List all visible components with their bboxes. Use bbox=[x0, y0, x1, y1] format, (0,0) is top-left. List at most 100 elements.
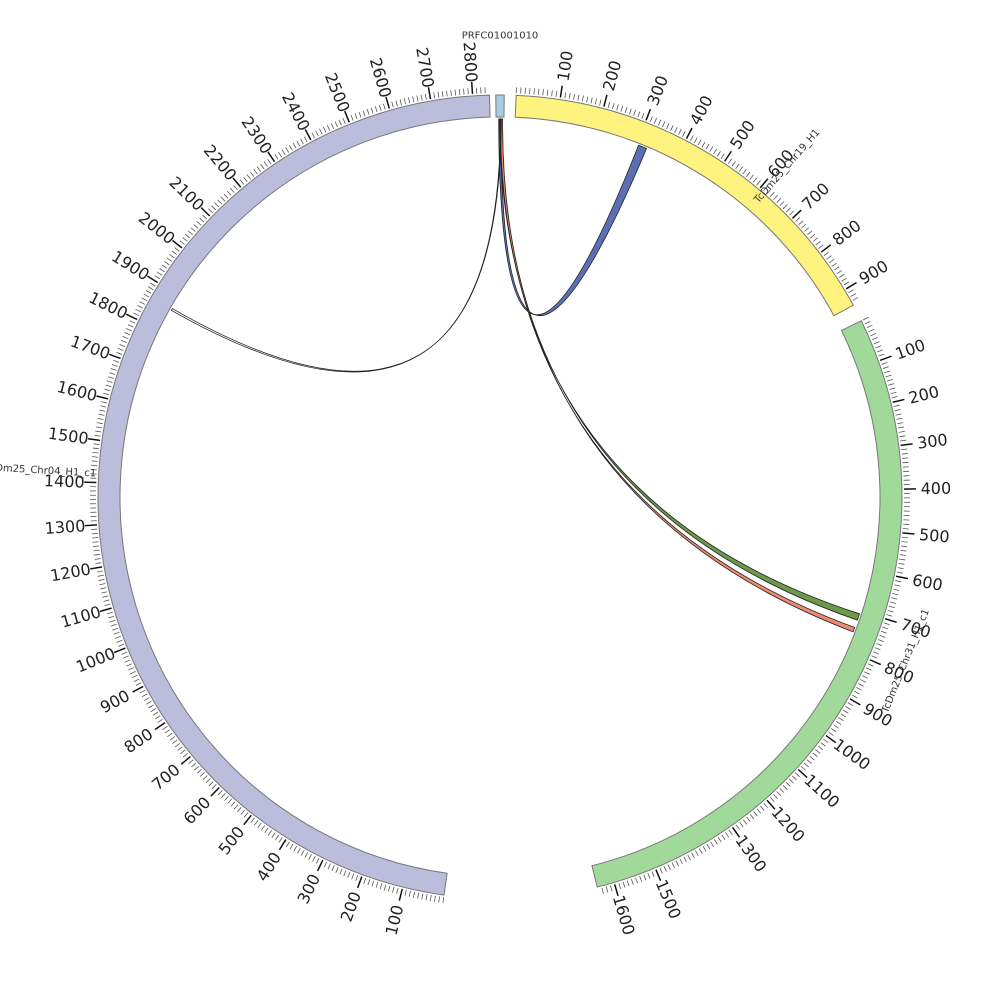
minor-tick bbox=[104, 388, 111, 392]
minor-tick bbox=[193, 765, 199, 771]
minor-tick bbox=[891, 597, 898, 600]
tick-label: 400 bbox=[253, 849, 285, 885]
minor-tick bbox=[568, 92, 571, 100]
minor-tick bbox=[366, 108, 370, 115]
minor-tick bbox=[766, 188, 772, 194]
tick-label: 2300 bbox=[237, 113, 275, 157]
minor-tick bbox=[835, 720, 842, 725]
chromosome-name-prfc: PRFC01001010 bbox=[462, 31, 539, 42]
minor-tick bbox=[96, 422, 103, 425]
tick-label: 600 bbox=[911, 570, 945, 595]
tick-label: 1200 bbox=[49, 560, 92, 586]
minor-tick bbox=[412, 96, 415, 103]
major-tick bbox=[613, 884, 619, 897]
minor-tick bbox=[208, 781, 214, 787]
major-tick bbox=[766, 799, 776, 810]
minor-tick bbox=[442, 897, 445, 904]
minor-tick bbox=[253, 168, 258, 175]
major-tick bbox=[603, 94, 608, 107]
minor-tick bbox=[128, 667, 134, 671]
tick-label: 300 bbox=[916, 430, 949, 453]
major-tick bbox=[84, 524, 98, 527]
minor-tick bbox=[438, 896, 440, 903]
minor-tick bbox=[735, 163, 740, 170]
minor-tick bbox=[868, 328, 875, 333]
minor-tick bbox=[124, 659, 131, 663]
minor-tick bbox=[895, 413, 902, 416]
tick-label: 100 bbox=[893, 335, 928, 363]
tick-label: 1300 bbox=[44, 516, 86, 538]
minor-tick bbox=[698, 848, 703, 854]
minor-tick bbox=[412, 891, 415, 898]
minor-tick bbox=[429, 895, 432, 902]
minor-tick bbox=[716, 151, 721, 157]
minor-tick bbox=[885, 374, 892, 378]
minor-tick bbox=[159, 268, 165, 273]
minor-tick bbox=[240, 809, 245, 815]
major-tick bbox=[87, 437, 101, 442]
minor-tick bbox=[874, 647, 881, 651]
minor-tick bbox=[169, 736, 175, 741]
minor-tick bbox=[188, 759, 194, 764]
minor-tick bbox=[101, 591, 108, 594]
minor-tick bbox=[354, 113, 358, 120]
minor-tick bbox=[425, 894, 428, 901]
minor-tick bbox=[122, 336, 129, 340]
minor-tick bbox=[304, 852, 309, 858]
minor-tick bbox=[812, 237, 818, 242]
minor-tick bbox=[93, 443, 100, 445]
tick-label: 1000 bbox=[73, 644, 118, 677]
tick-label: 700 bbox=[148, 760, 184, 794]
minor-tick bbox=[897, 422, 904, 425]
minor-tick bbox=[840, 713, 847, 718]
minor-tick bbox=[878, 353, 885, 357]
minor-tick bbox=[131, 674, 138, 679]
minor-tick bbox=[894, 584, 901, 587]
minor-tick bbox=[300, 138, 304, 145]
minor-tick bbox=[271, 832, 276, 838]
minor-tick bbox=[899, 554, 906, 556]
minor-tick bbox=[185, 233, 191, 239]
minor-tick bbox=[683, 856, 687, 863]
minor-tick bbox=[873, 341, 880, 345]
minor-tick bbox=[706, 843, 711, 850]
minor-tick bbox=[169, 254, 175, 259]
minor-tick bbox=[288, 145, 293, 151]
tick-label: 2600 bbox=[366, 56, 395, 100]
minor-tick bbox=[275, 834, 280, 841]
minor-tick bbox=[795, 772, 800, 778]
minor-tick bbox=[274, 154, 279, 160]
minor-tick bbox=[124, 332, 131, 336]
minor-tick bbox=[351, 873, 355, 880]
minor-tick bbox=[135, 682, 142, 686]
tick-label: 300 bbox=[643, 73, 672, 108]
minor-tick bbox=[95, 426, 103, 429]
minor-tick bbox=[334, 121, 338, 128]
minor-tick bbox=[838, 717, 844, 722]
major-tick bbox=[797, 768, 808, 779]
minor-tick bbox=[817, 745, 824, 751]
minor-tick bbox=[109, 372, 116, 375]
minor-tick bbox=[205, 778, 211, 784]
minor-tick bbox=[679, 858, 683, 865]
minor-tick bbox=[864, 671, 870, 675]
minor-tick bbox=[367, 879, 371, 886]
minor-tick bbox=[392, 886, 395, 893]
link-prfc-chr04 bbox=[170, 118, 502, 373]
minor-tick bbox=[887, 609, 894, 613]
major-tick bbox=[90, 566, 103, 570]
minor-tick bbox=[649, 116, 653, 123]
minor-tick bbox=[164, 729, 170, 734]
major-tick bbox=[879, 355, 892, 361]
minor-tick bbox=[97, 574, 104, 577]
chromosome-name-chr04: TcDm25_Chr04_H1_c1 bbox=[0, 462, 96, 479]
minor-tick bbox=[358, 111, 362, 118]
tick-label: 800 bbox=[829, 216, 865, 250]
minor-tick bbox=[450, 89, 452, 96]
minor-tick bbox=[363, 877, 367, 884]
major-tick bbox=[685, 127, 693, 139]
minor-tick bbox=[739, 821, 744, 828]
minor-tick bbox=[705, 144, 710, 150]
minor-tick bbox=[378, 105, 382, 111]
minor-tick bbox=[709, 146, 714, 152]
